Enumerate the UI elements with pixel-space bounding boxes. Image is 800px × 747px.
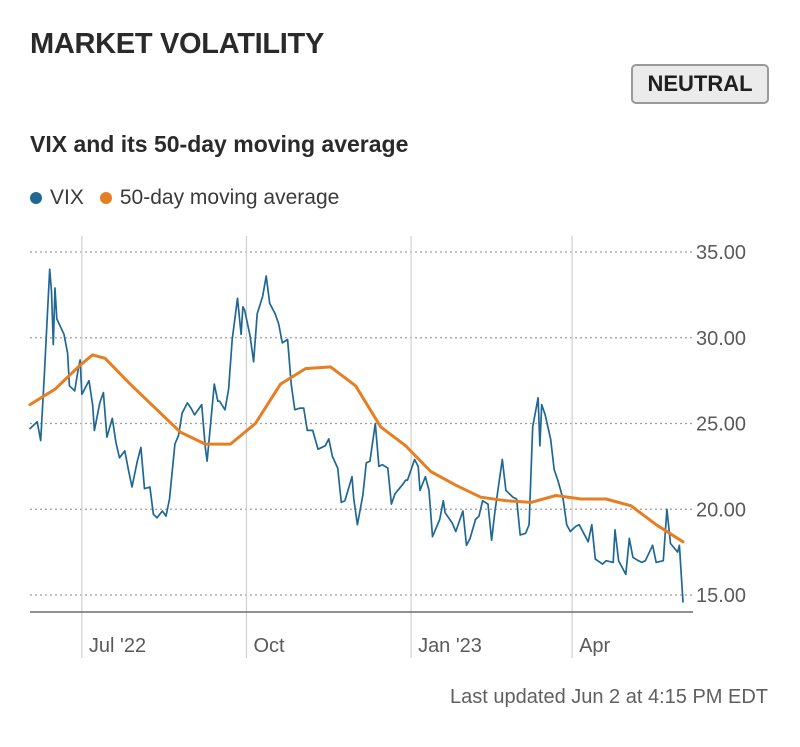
y-tick-label: 25.00 (696, 414, 746, 436)
y-tick-label: 15.00 (696, 585, 746, 607)
series-layer (28, 268, 685, 603)
last-updated-text: Last updated Jun 2 at 4:15 PM EDT (450, 686, 768, 708)
axes: 15.00 20.00 25.00 30.00 35.00 Jul '22 Oct Jan '… (30, 242, 746, 657)
y-tick-label: 30.00 (696, 328, 746, 350)
x-tick-label: Oct (253, 635, 285, 657)
chart-title: VIX and its 50-day moving average (30, 131, 409, 157)
sentiment-badge: NEUTRAL (631, 64, 769, 104)
vix-series-line (29, 268, 684, 603)
chart-legend: VIX 50-day moving average (30, 186, 355, 210)
moving-average-series-line (28, 353, 685, 544)
x-tick-label: Apr (579, 635, 610, 657)
legend-item-ma: 50-day moving average (99, 186, 340, 210)
legend-item-vix: VIX (30, 186, 84, 210)
legend-dot-vix (30, 192, 42, 204)
legend-label-vix: VIX (50, 186, 84, 209)
legend-label-ma: 50-day moving average (119, 186, 340, 209)
y-tick-label: 20.00 (696, 499, 746, 521)
y-tick-label: 35.00 (696, 242, 746, 264)
legend-dot-ma (99, 192, 112, 204)
page-title: MARKET VOLATILITY (30, 28, 325, 60)
x-tick-label: Jul '22 (89, 635, 146, 657)
grid (30, 236, 693, 658)
x-tick-label: Jan '23 (418, 635, 482, 657)
